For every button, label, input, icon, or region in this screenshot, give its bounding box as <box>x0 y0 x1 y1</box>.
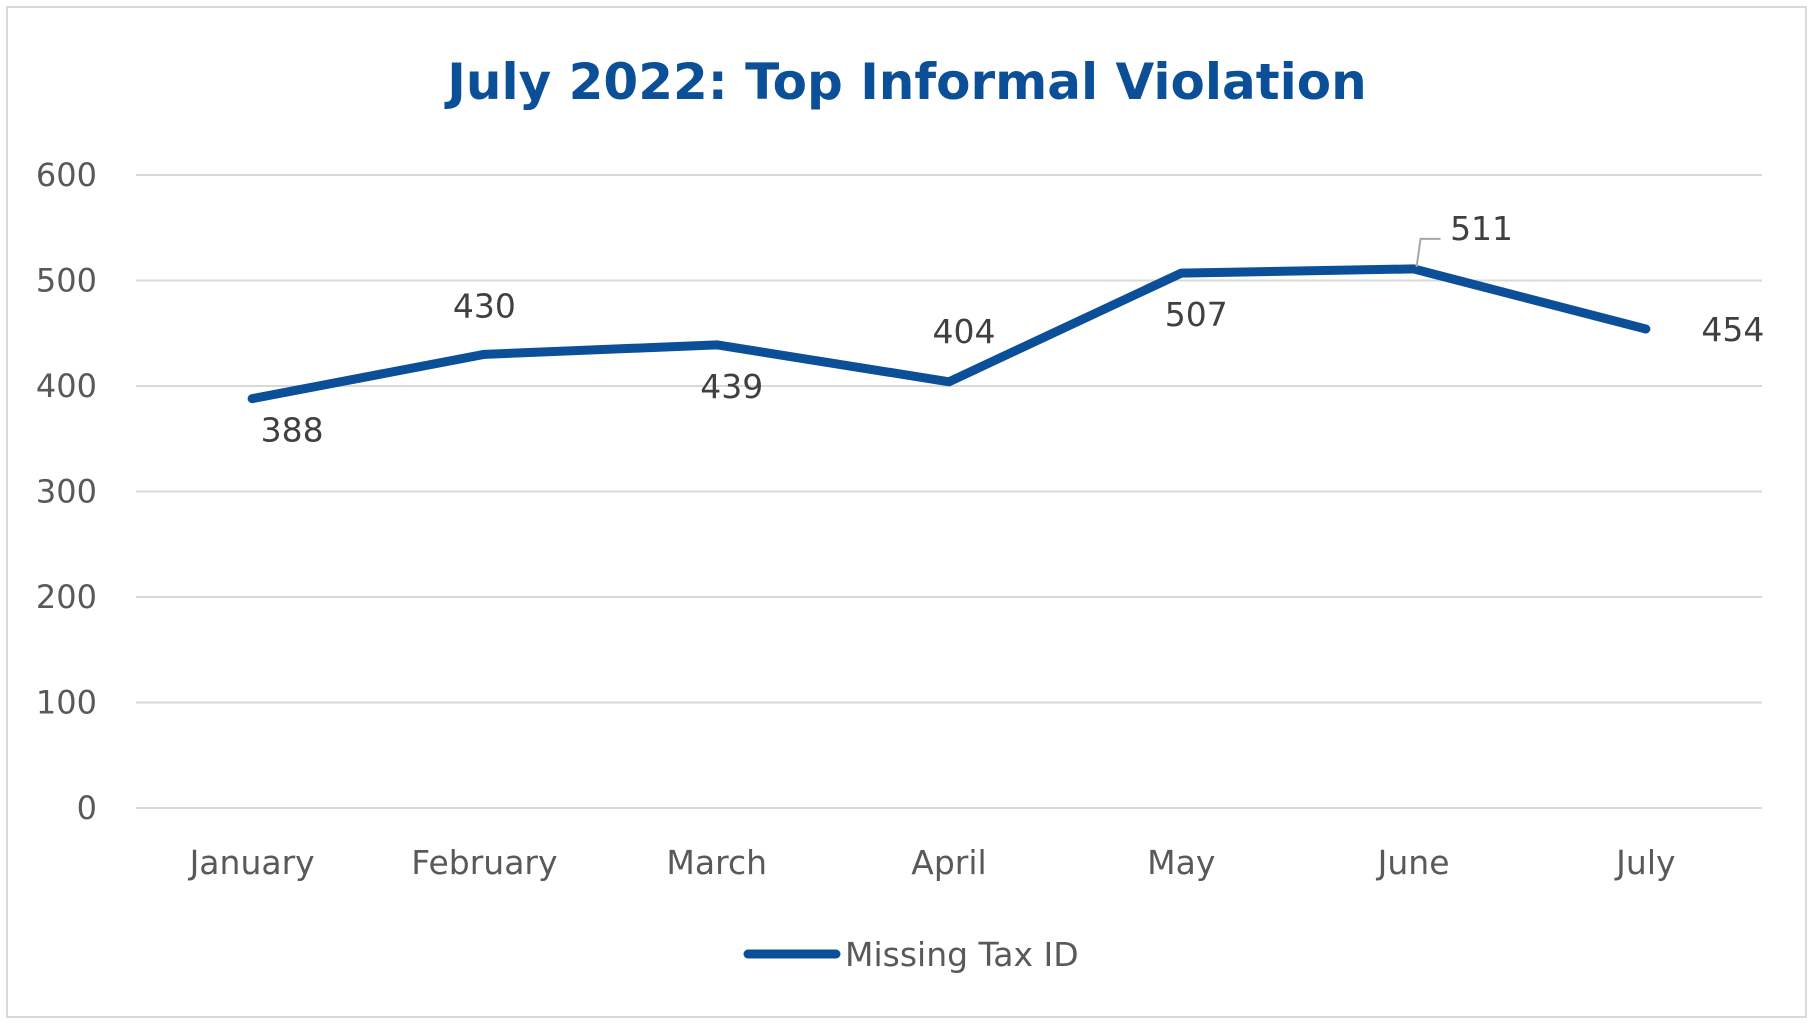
data-label: 511 <box>1450 209 1513 248</box>
leader-line <box>1415 237 1441 268</box>
y-axis-ticks: 0 100 200 300 400 500 600 <box>36 156 97 827</box>
data-point <box>483 353 486 356</box>
x-tick-label: June <box>1376 843 1450 882</box>
data-point <box>251 397 254 400</box>
x-axis-ticks: January February March April May June July <box>188 843 1676 882</box>
x-tick-label: February <box>411 843 557 882</box>
y-tick-label: 0 <box>77 789 97 827</box>
y-tick-label: 600 <box>36 156 97 194</box>
y-tick-label: 500 <box>36 262 97 300</box>
data-label: 430 <box>453 286 516 325</box>
data-label: 388 <box>261 411 324 450</box>
data-point <box>1180 272 1183 275</box>
y-tick-label: 400 <box>36 367 97 405</box>
data-point <box>1412 267 1415 270</box>
x-tick-label: May <box>1147 843 1215 882</box>
legend: Missing Tax ID <box>743 935 1079 974</box>
data-label: 507 <box>1165 295 1228 334</box>
data-point <box>948 380 950 383</box>
data-label: 454 <box>1701 310 1764 349</box>
gridlines <box>136 174 1762 809</box>
series-missing-tax-id <box>247 264 1651 404</box>
data-labels: 388 430 439 404 507 511 454 <box>261 209 1765 450</box>
chart-title: July 2022: Top Informal Violation <box>444 53 1366 111</box>
y-tick-label: 300 <box>36 473 97 511</box>
y-tick-label: 200 <box>36 578 97 616</box>
data-point <box>1644 328 1647 331</box>
data-label: 439 <box>700 367 763 406</box>
legend-label-missing-tax-id: Missing Tax ID <box>845 935 1079 974</box>
x-tick-label: January <box>188 843 315 882</box>
data-label: 404 <box>933 312 996 351</box>
y-tick-label: 100 <box>36 684 97 722</box>
x-tick-label: July <box>1614 843 1675 882</box>
x-tick-label: March <box>666 843 767 882</box>
x-tick-label: April <box>911 843 986 882</box>
data-point <box>715 343 718 346</box>
